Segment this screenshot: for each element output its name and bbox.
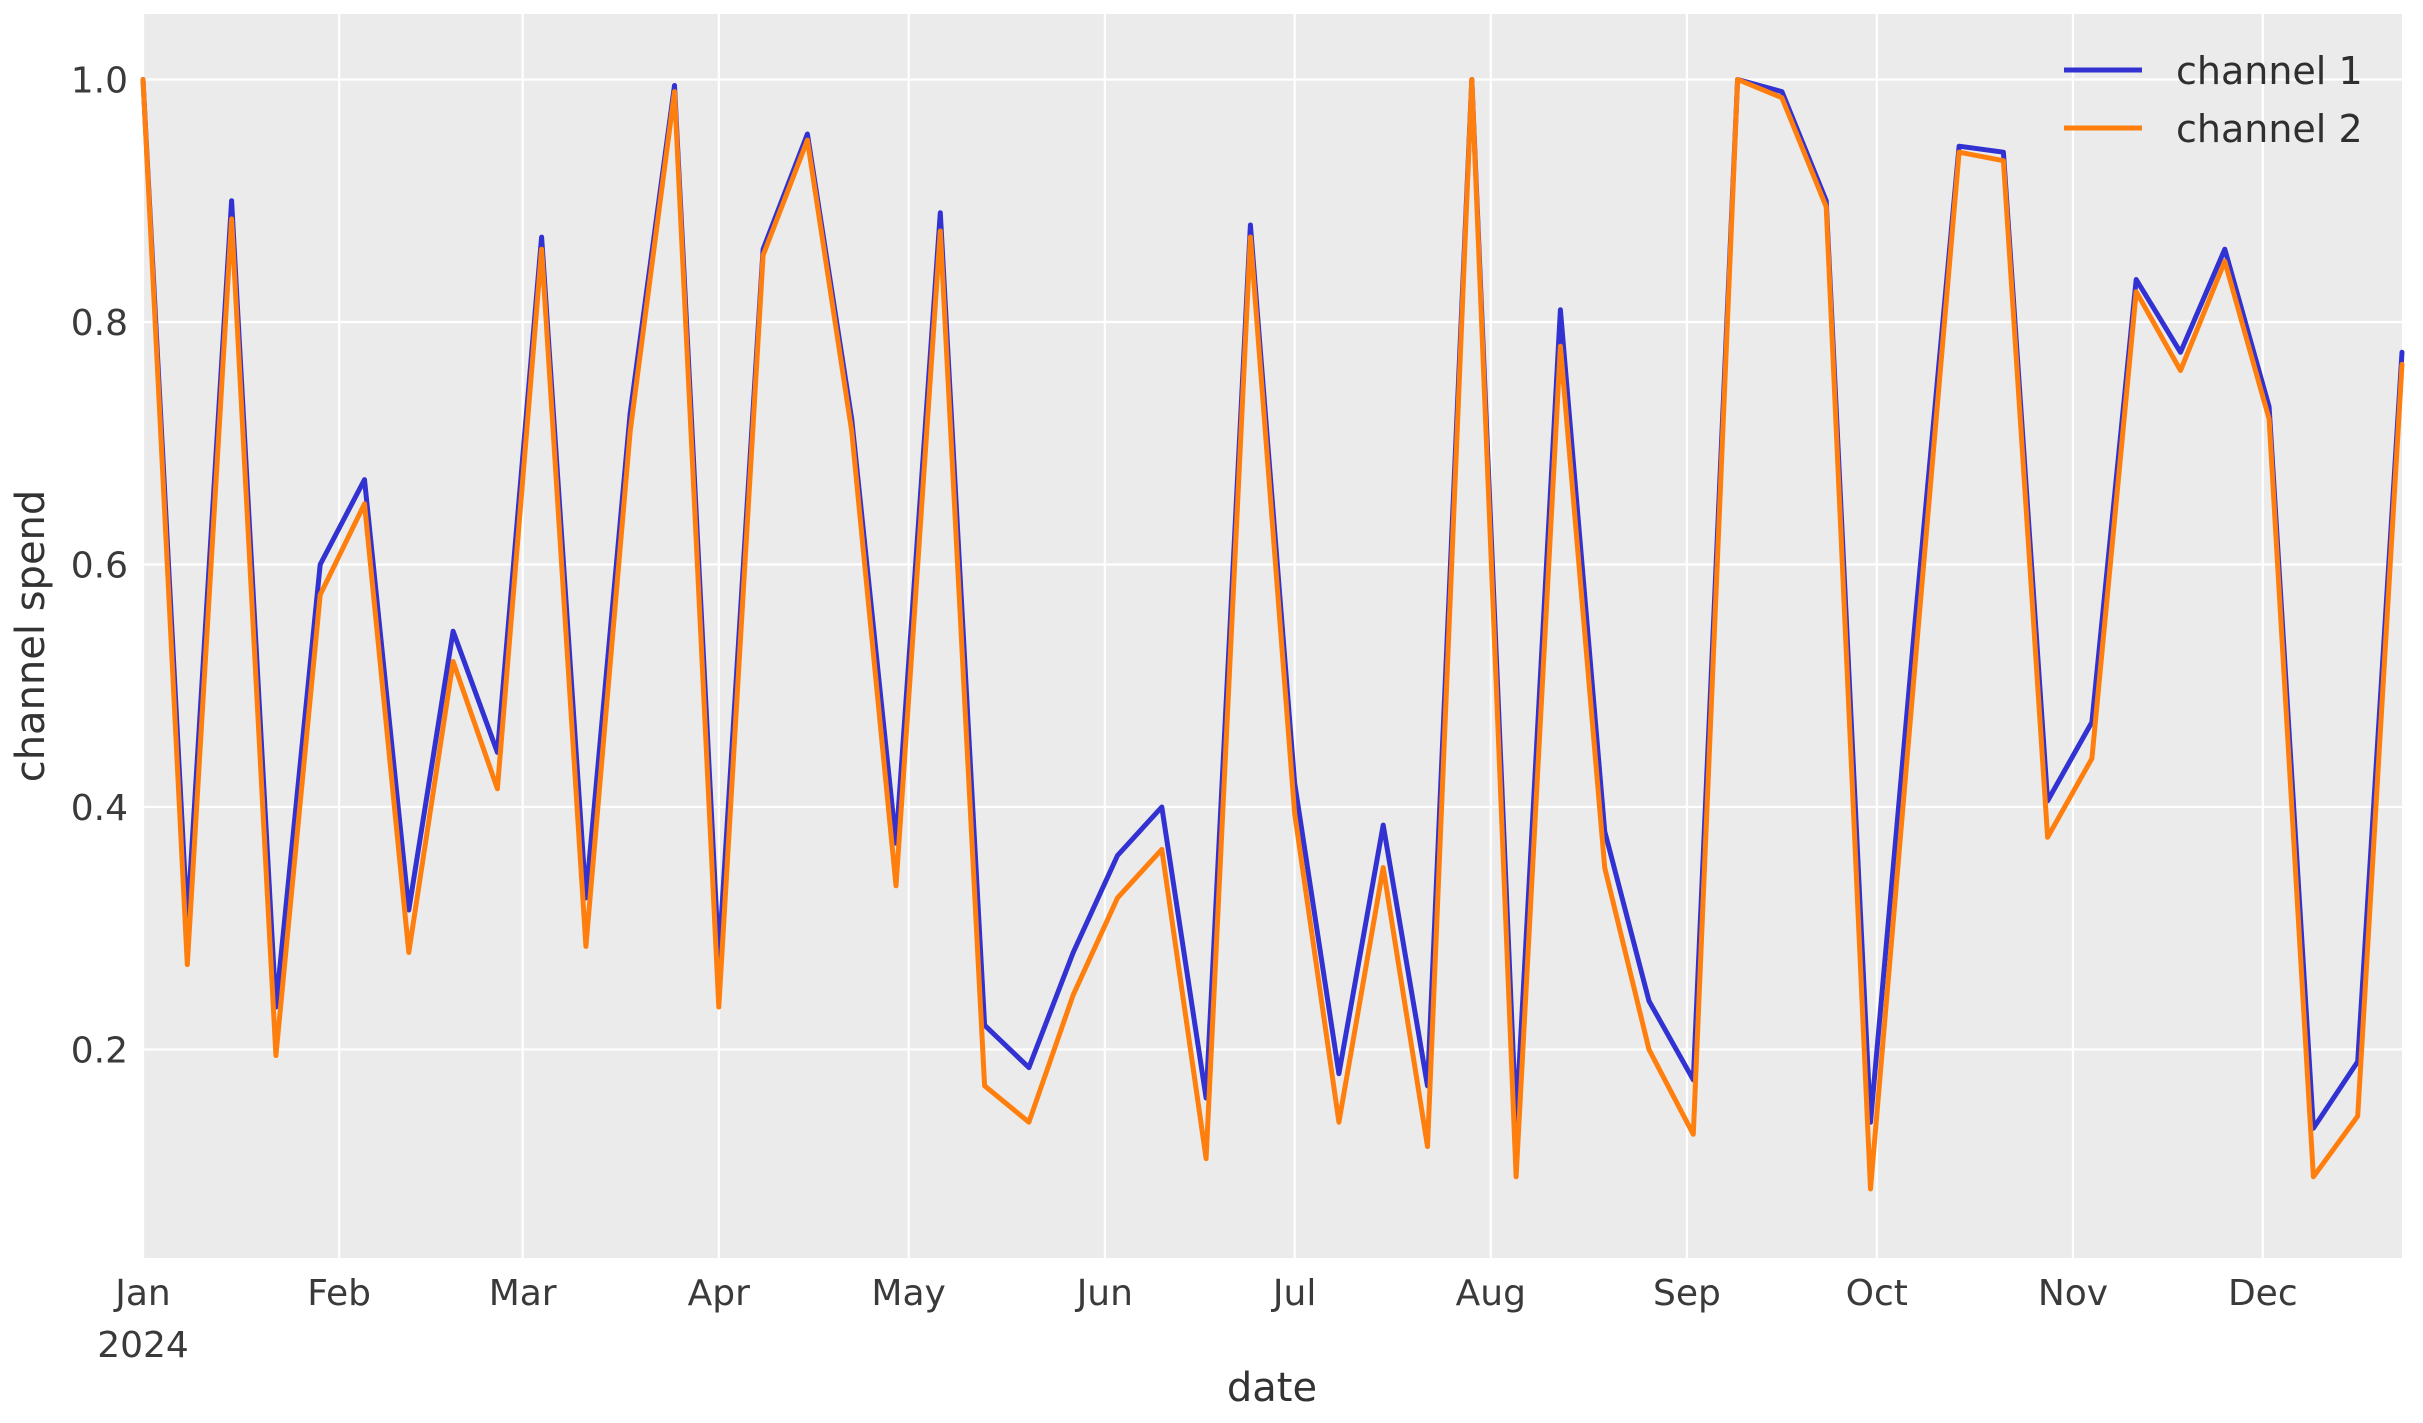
x-tick-label: Dec bbox=[2228, 1273, 2298, 1314]
x-tick-label: Feb bbox=[307, 1273, 371, 1314]
x-tick-year-label: 2024 bbox=[97, 1325, 189, 1366]
x-axis-label: date bbox=[1227, 1365, 1317, 1411]
gridlines bbox=[141, 14, 2402, 1258]
x-tick-label: Jul bbox=[1271, 1273, 1316, 1314]
x-tick-label: Mar bbox=[489, 1273, 557, 1314]
plot-area bbox=[143, 14, 2402, 1258]
x-tick-label: May bbox=[871, 1273, 945, 1314]
x-tick-label: Jan bbox=[113, 1273, 171, 1314]
x-tick-label: Apr bbox=[688, 1273, 750, 1314]
y-tick-label: 0.4 bbox=[71, 788, 128, 829]
x-tick-label: Sep bbox=[1653, 1273, 1721, 1314]
x-tick-labels: Jan 2024 Feb Mar Apr May Jun Jul Aug Sep Oct Nov Dec bbox=[97, 1273, 2297, 1366]
y-tick-label: 0.6 bbox=[71, 545, 128, 586]
series-line-channel-2 bbox=[140, 77, 2405, 1192]
y-tick-labels: 0.2 0.4 0.6 0.8 1.0 bbox=[71, 60, 128, 1071]
y-axis-label: channel spend bbox=[8, 490, 54, 783]
y-tick-label: 0.2 bbox=[71, 1030, 128, 1071]
legend-label-channel-2: channel 2 bbox=[2176, 107, 2363, 151]
legend: channel 1 channel 2 bbox=[2064, 49, 2363, 151]
series-lines bbox=[140, 77, 2405, 1192]
x-tick-label: Nov bbox=[2038, 1273, 2108, 1314]
x-tick-label: Jun bbox=[1075, 1273, 1133, 1314]
x-tick-label: Oct bbox=[1846, 1273, 1908, 1314]
y-tick-label: 1.0 bbox=[71, 60, 128, 101]
legend-label-channel-1: channel 1 bbox=[2176, 49, 2363, 93]
x-tick-label: Aug bbox=[1456, 1273, 1526, 1314]
y-tick-label: 0.8 bbox=[71, 303, 128, 344]
